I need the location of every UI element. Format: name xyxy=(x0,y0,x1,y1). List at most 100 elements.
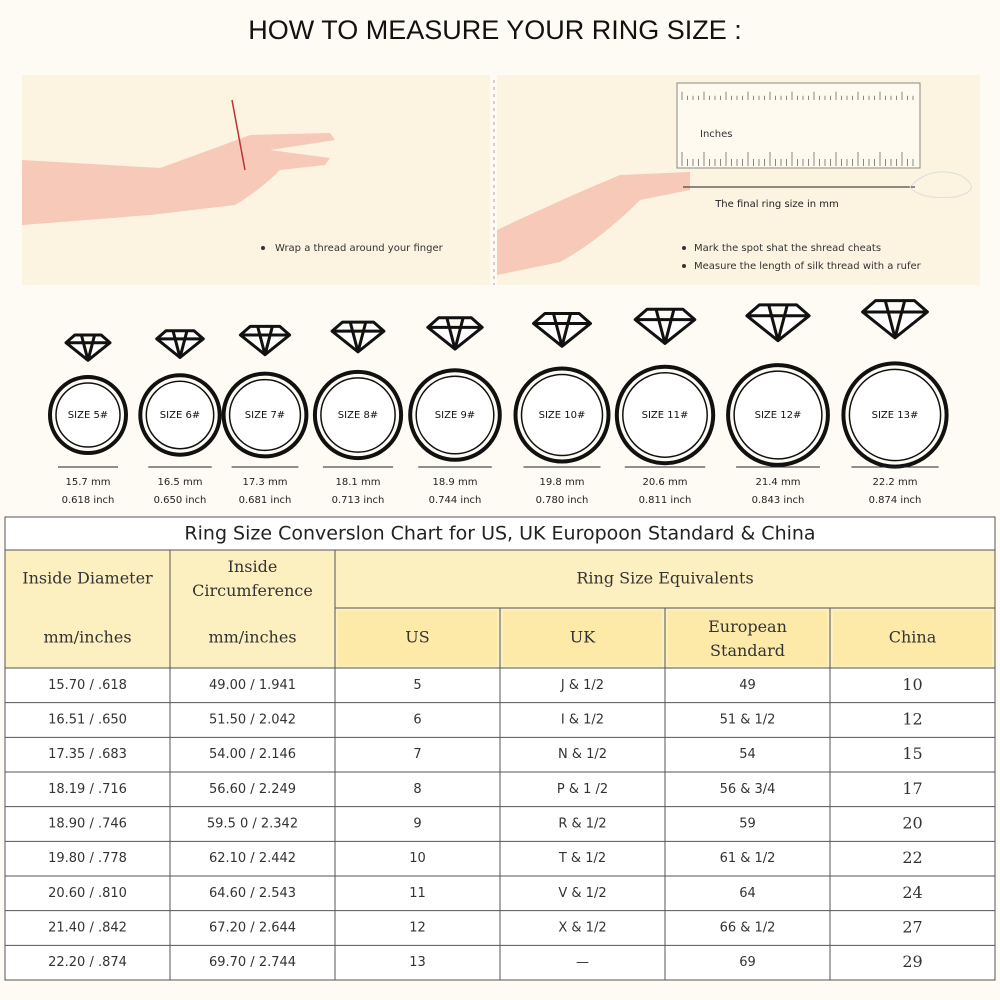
table-cell: J & 1/2 xyxy=(560,678,604,693)
ring xyxy=(733,370,823,460)
ring-inch: 0.744 inch xyxy=(429,495,482,506)
ring-inch: 0.713 inch xyxy=(332,495,385,506)
table-cell: 15.70 / .618 xyxy=(48,678,127,693)
ring-label: SIZE 6# xyxy=(160,410,200,421)
ring xyxy=(138,373,222,457)
column-header: mm/inches xyxy=(208,628,296,647)
table-cell: R & 1/2 xyxy=(558,817,606,832)
ring-label: SIZE 8# xyxy=(338,410,378,421)
ring xyxy=(320,377,396,453)
thread xyxy=(909,171,972,198)
ring-inch: 0.681 inch xyxy=(239,495,292,506)
ring-label: SIZE 11# xyxy=(642,410,689,421)
table-cell: 17.35 / .683 xyxy=(48,747,127,762)
diamond xyxy=(633,307,697,345)
table-cell: 66 & 1/2 xyxy=(720,921,776,936)
diamond xyxy=(426,316,484,351)
ring-label: SIZE 9# xyxy=(435,410,475,421)
table-cell: 59 xyxy=(739,817,756,832)
header-cell xyxy=(338,611,497,666)
table-cell: 18.90 / .746 xyxy=(48,817,127,832)
diamond xyxy=(861,299,929,340)
header-cell xyxy=(668,611,827,666)
diamond xyxy=(745,303,811,343)
group-header: Inside Circumference xyxy=(192,557,313,600)
title: HOW TO MEASURE YOUR RING SIZE : xyxy=(248,15,742,45)
table-cell: 51.50 / 2.042 xyxy=(209,713,296,728)
group-header: Ring Size Equivalents xyxy=(576,569,753,588)
ring-mm: 18.9 mm xyxy=(433,477,478,488)
table-cell: 64 xyxy=(739,886,756,901)
table-cell: 5 xyxy=(413,678,421,693)
ring xyxy=(145,380,215,450)
table-cell: 12 xyxy=(409,921,426,936)
table-cell: 13 xyxy=(409,955,426,970)
ring xyxy=(726,363,830,467)
hand-illustration xyxy=(497,172,690,275)
ring-label: SIZE 13# xyxy=(872,410,919,421)
diamond xyxy=(238,324,292,357)
table-cell: 69.70 / 2.744 xyxy=(209,955,296,970)
header-line: Standard xyxy=(710,641,785,660)
header-line: Circumference xyxy=(192,581,313,600)
diamond xyxy=(155,329,205,359)
table-cell: X & 1/2 xyxy=(558,921,606,936)
table-cell: 59.5 0 / 2.342 xyxy=(207,817,298,832)
ring xyxy=(520,373,604,457)
ring xyxy=(312,369,404,461)
table-cell: 54.00 / 2.146 xyxy=(209,747,296,762)
ring-label: SIZE 5# xyxy=(68,410,108,421)
table-cell: 51 & 1/2 xyxy=(720,713,776,728)
ring xyxy=(228,378,302,452)
table-cell: 19.80 / .778 xyxy=(48,851,127,866)
table-cell: 61 & 1/2 xyxy=(720,851,776,866)
bullet-dot xyxy=(261,246,265,250)
ring xyxy=(48,375,128,455)
ring-inch: 0.618 inch xyxy=(62,495,115,506)
header-cell xyxy=(503,611,662,666)
ring-inch: 0.874 inch xyxy=(869,495,922,506)
instruction: Wrap a thread around your finger xyxy=(275,243,444,254)
table-cell: 49 xyxy=(739,678,756,693)
ring-label: SIZE 10# xyxy=(539,410,586,421)
ruler-note: The final ring size in mm xyxy=(714,199,839,210)
ring-label: SIZE 12# xyxy=(755,410,802,421)
table-cell: 27 xyxy=(902,918,922,937)
instruction: Mark the spot shat the shread cheats xyxy=(694,243,881,254)
table-cell: V & 1/2 xyxy=(558,886,606,901)
bullet-dot xyxy=(682,264,686,268)
table-cell: 62.10 / 2.442 xyxy=(209,851,296,866)
column-header: mm/inches xyxy=(43,628,131,647)
table-cell: 16.51 / .650 xyxy=(48,713,127,728)
table-cell: 18.19 / .716 xyxy=(48,782,127,797)
table-cell: 64.60 / 2.543 xyxy=(209,886,296,901)
table-cell: 10 xyxy=(409,851,426,866)
table-cell: — xyxy=(576,955,589,970)
ruler xyxy=(676,82,921,169)
ring-mm: 20.6 mm xyxy=(643,477,688,488)
table-cell: 7 xyxy=(413,747,421,762)
ring-mm: 16.5 mm xyxy=(158,477,203,488)
ring xyxy=(513,366,611,464)
bullet-dot xyxy=(682,246,686,250)
table-cell: 54 xyxy=(739,747,756,762)
table-cell: T & 1/2 xyxy=(558,851,606,866)
table-cell: I & 1/2 xyxy=(561,713,604,728)
table-cell: 15 xyxy=(902,744,922,763)
group-header: Inside Diameter xyxy=(22,569,153,588)
ring-inch: 0.780 inch xyxy=(536,495,589,506)
ring xyxy=(415,375,495,455)
ring xyxy=(55,382,121,448)
table-cell: 21.40 / .842 xyxy=(48,921,127,936)
table-title: Ring Size Converslon Chart for US, UK Eu… xyxy=(184,523,815,545)
ring xyxy=(622,372,708,458)
diamond xyxy=(532,312,592,348)
table-cell: 20 xyxy=(902,814,922,833)
table-cell: 22 xyxy=(902,848,922,867)
column-header: UK xyxy=(570,628,596,647)
table-cell: 12 xyxy=(902,710,922,729)
ring-inch: 0.811 inch xyxy=(639,495,692,506)
table-cell: 22.20 / .874 xyxy=(48,955,127,970)
header-cell xyxy=(833,611,992,666)
